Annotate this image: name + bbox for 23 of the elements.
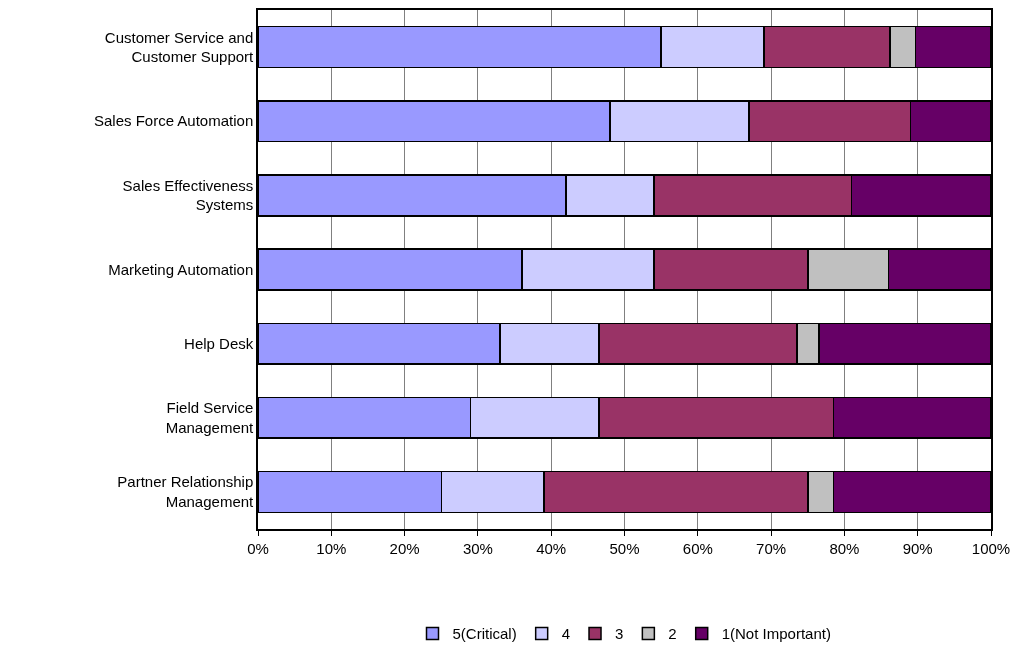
x-tick-label: 10% [316,539,347,557]
x-tick-label: 40% [536,539,567,557]
legend-label: 3 [615,625,624,643]
legend-label: 5(Critical) [452,625,517,643]
y-tick-label: Sales Force Automation [93,112,254,130]
x-tick-label: 80% [829,539,860,557]
x-tick-label: 70% [756,539,787,557]
y-tick-label: Customer Service and Customer Support [104,28,255,66]
x-tick-label: 0% [247,539,269,557]
y-tick-label: Marketing Automation [108,260,254,278]
legend-label: 1(Not Important) [721,625,831,643]
y-tick-label: Help Desk [184,334,254,352]
legend-label: 4 [561,625,571,643]
x-tick-label: 100% [971,539,1011,557]
y-tick-label: Field Service Management [165,399,255,436]
x-tick-label: 60% [682,539,713,557]
legend-label: 2 [668,625,677,643]
y-tick-label: Partner Relationship Management [117,473,255,510]
x-tick-label: 30% [462,539,493,557]
x-tick-label: 90% [902,539,933,557]
y-tick-label: Sales Effectiveness Systems [122,176,254,214]
x-tick-label: 20% [389,539,420,557]
x-tick-label: 50% [609,539,640,557]
